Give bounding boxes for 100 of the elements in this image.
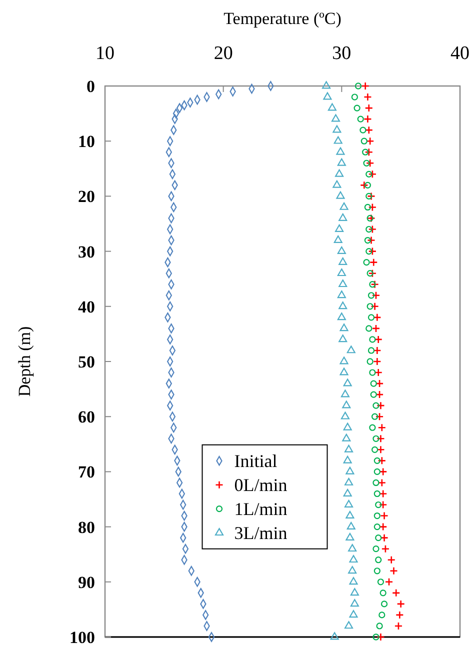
point (363, 160, 370, 166)
point (343, 456, 352, 464)
point (169, 346, 176, 356)
x-axis-title: Temperature (ºC) (224, 9, 342, 28)
point (349, 610, 358, 618)
point (368, 225, 377, 234)
point (369, 336, 376, 343)
point (334, 235, 342, 243)
point (376, 622, 383, 630)
point (335, 224, 344, 232)
point (376, 434, 385, 443)
point (340, 202, 348, 210)
y-tick-label: 20 (78, 187, 95, 206)
point (374, 368, 382, 377)
y-tick-label: 60 (78, 408, 95, 427)
point (338, 302, 348, 310)
point (380, 590, 386, 596)
point (330, 632, 339, 640)
point (364, 236, 372, 244)
point (394, 622, 403, 630)
point (369, 369, 376, 376)
point (373, 357, 382, 366)
point (367, 192, 376, 200)
y-tick-label: 100 (70, 628, 95, 647)
point (366, 158, 374, 168)
point (396, 600, 405, 608)
y-tick-label: 50 (78, 352, 95, 372)
x-tick-label: 10 (96, 43, 114, 64)
point (343, 378, 352, 386)
point (337, 158, 346, 166)
y-tick-label: 70 (78, 462, 95, 482)
point (366, 226, 372, 233)
point (328, 103, 336, 111)
point (354, 104, 360, 112)
x-tick-label: 20 (214, 43, 233, 64)
point (343, 488, 352, 496)
point (372, 634, 380, 640)
point (364, 204, 372, 211)
point (371, 446, 378, 453)
point (346, 510, 354, 518)
point (349, 555, 358, 563)
point (338, 334, 348, 342)
point (371, 413, 378, 420)
point (332, 180, 342, 188)
point (390, 566, 398, 576)
point (350, 599, 359, 607)
point (338, 213, 348, 221)
point (369, 424, 376, 431)
point (337, 312, 346, 320)
point (374, 335, 382, 344)
point (334, 136, 342, 144)
legend-label: Initial (234, 451, 278, 472)
point (378, 423, 386, 432)
point (172, 108, 180, 118)
point (344, 621, 354, 629)
point (373, 313, 382, 322)
point (340, 390, 350, 398)
point (354, 82, 362, 90)
legend-label: 3L/min (234, 523, 288, 544)
point (208, 632, 215, 642)
point (340, 368, 348, 376)
point (342, 434, 351, 442)
legend-label: 0L/min (234, 475, 288, 496)
point (372, 435, 380, 442)
point (331, 114, 340, 122)
point (380, 534, 388, 542)
point (368, 269, 377, 278)
point (375, 501, 382, 508)
point (372, 546, 380, 552)
point (364, 182, 372, 188)
point (340, 412, 350, 420)
point (375, 534, 382, 542)
point (387, 556, 396, 564)
point (349, 577, 358, 585)
point (338, 257, 348, 266)
point (364, 114, 372, 124)
point (374, 568, 380, 574)
x-tick-label: 40 (450, 43, 470, 64)
point (337, 290, 346, 298)
point (378, 500, 388, 509)
point (375, 412, 384, 421)
point (374, 457, 380, 464)
point (374, 512, 380, 520)
point (322, 81, 331, 89)
point (363, 259, 370, 266)
point (370, 302, 379, 311)
point (396, 610, 404, 620)
point (344, 444, 354, 452)
point (364, 126, 374, 134)
point (373, 346, 382, 355)
point (360, 181, 368, 190)
y-tick-label: 10 (78, 132, 95, 152)
point (372, 402, 380, 409)
point (364, 92, 372, 102)
point (337, 246, 346, 254)
point (337, 268, 346, 276)
point (346, 466, 354, 474)
point (374, 523, 380, 530)
point (342, 400, 351, 408)
point (367, 236, 376, 244)
